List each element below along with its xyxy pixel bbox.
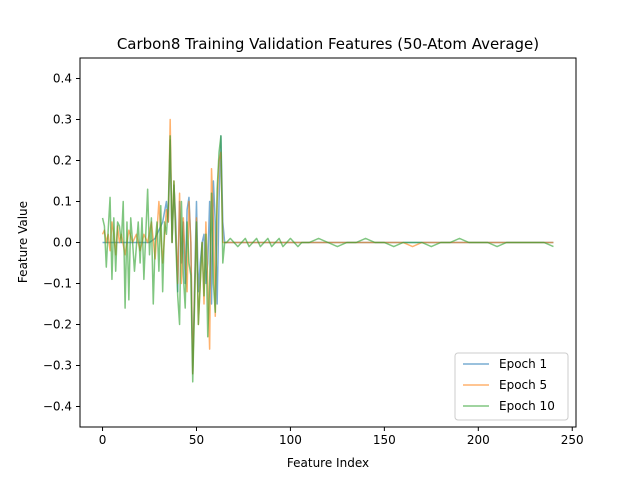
x-axis-label: Feature Index	[287, 456, 369, 470]
series-line-3	[101, 135, 554, 383]
x-tick-label: 150	[373, 433, 396, 447]
legend-label: Epoch 1	[499, 357, 547, 371]
y-tick-label: 0.4	[53, 72, 72, 86]
legend-label: Epoch 5	[499, 378, 547, 392]
x-tick-label: 250	[561, 433, 584, 447]
legend: Epoch 1 Epoch 5 Epoch 10	[454, 352, 569, 421]
y-tick-label: −0.3	[43, 359, 72, 373]
y-tick-label: 0.2	[53, 154, 72, 168]
y-tick-label: −0.1	[43, 277, 72, 291]
x-tick-label: 0	[99, 433, 107, 447]
y-tick-label: 0.0	[53, 236, 72, 250]
x-tick-label: 100	[279, 433, 302, 447]
y-axis-ticks: −0.4 −0.3 −0.2 −0.1 0.0 0.1 0.2 0.3 0.4	[43, 72, 80, 414]
y-tick-label: −0.2	[43, 318, 72, 332]
y-tick-label: 0.3	[53, 113, 72, 127]
x-tick-label: 50	[189, 433, 204, 447]
x-axis-ticks: 0 50 100 150 200 250	[99, 427, 584, 447]
series-layer	[101, 118, 554, 383]
legend-label: Epoch 10	[499, 399, 555, 413]
chart-title: Carbon8 Training Validation Features (50…	[117, 35, 539, 53]
y-tick-label: 0.1	[53, 195, 72, 209]
x-tick-label: 200	[467, 433, 490, 447]
y-tick-label: −0.4	[43, 400, 72, 414]
legend-box	[454, 352, 569, 421]
y-axis-label: Feature Value	[16, 201, 30, 283]
